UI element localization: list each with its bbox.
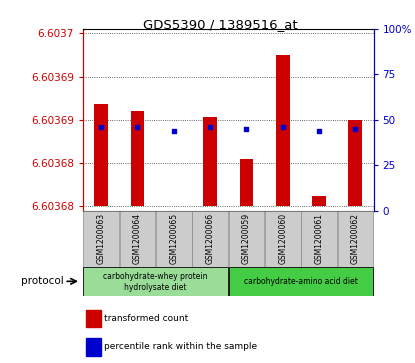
Bar [349, 120, 362, 206]
Text: GSM1200059: GSM1200059 [242, 213, 251, 264]
Point [279, 124, 286, 130]
FancyBboxPatch shape [83, 267, 228, 296]
Point [134, 124, 141, 130]
FancyBboxPatch shape [156, 211, 192, 267]
Text: carbohydrate-whey protein: carbohydrate-whey protein [103, 273, 208, 281]
Text: protocol: protocol [21, 276, 63, 286]
Text: GSM1200061: GSM1200061 [315, 213, 324, 264]
FancyBboxPatch shape [337, 211, 373, 267]
Text: GSM1200063: GSM1200063 [97, 213, 106, 264]
FancyBboxPatch shape [229, 267, 373, 296]
FancyBboxPatch shape [265, 211, 300, 267]
Bar [239, 159, 253, 206]
FancyBboxPatch shape [83, 211, 119, 267]
Point [352, 126, 359, 132]
Point [98, 124, 105, 130]
Text: GSM1200064: GSM1200064 [133, 213, 142, 264]
Text: GSM1200062: GSM1200062 [351, 213, 360, 264]
Bar [86, 310, 101, 327]
Point [171, 128, 177, 134]
Text: carbohydrate-amino acid diet: carbohydrate-amino acid diet [244, 277, 358, 286]
Bar [94, 104, 108, 206]
Bar [276, 55, 290, 206]
Point [243, 126, 250, 132]
Bar [312, 196, 326, 206]
Bar [203, 117, 217, 206]
Text: hydrolysate diet: hydrolysate diet [124, 283, 187, 291]
FancyBboxPatch shape [301, 211, 337, 267]
Text: percentile rank within the sample: percentile rank within the sample [104, 342, 257, 351]
Text: GSM1200065: GSM1200065 [169, 213, 178, 264]
FancyBboxPatch shape [192, 211, 228, 267]
Text: GSM1200066: GSM1200066 [205, 213, 215, 264]
Point [207, 124, 213, 130]
FancyBboxPatch shape [120, 211, 155, 267]
Text: transformed count: transformed count [104, 314, 188, 323]
Text: GDS5390 / 1389516_at: GDS5390 / 1389516_at [143, 18, 297, 31]
Bar [131, 111, 144, 206]
Text: GSM1200060: GSM1200060 [278, 213, 287, 264]
Bar [86, 338, 101, 356]
FancyBboxPatch shape [229, 211, 264, 267]
Point [316, 128, 322, 134]
